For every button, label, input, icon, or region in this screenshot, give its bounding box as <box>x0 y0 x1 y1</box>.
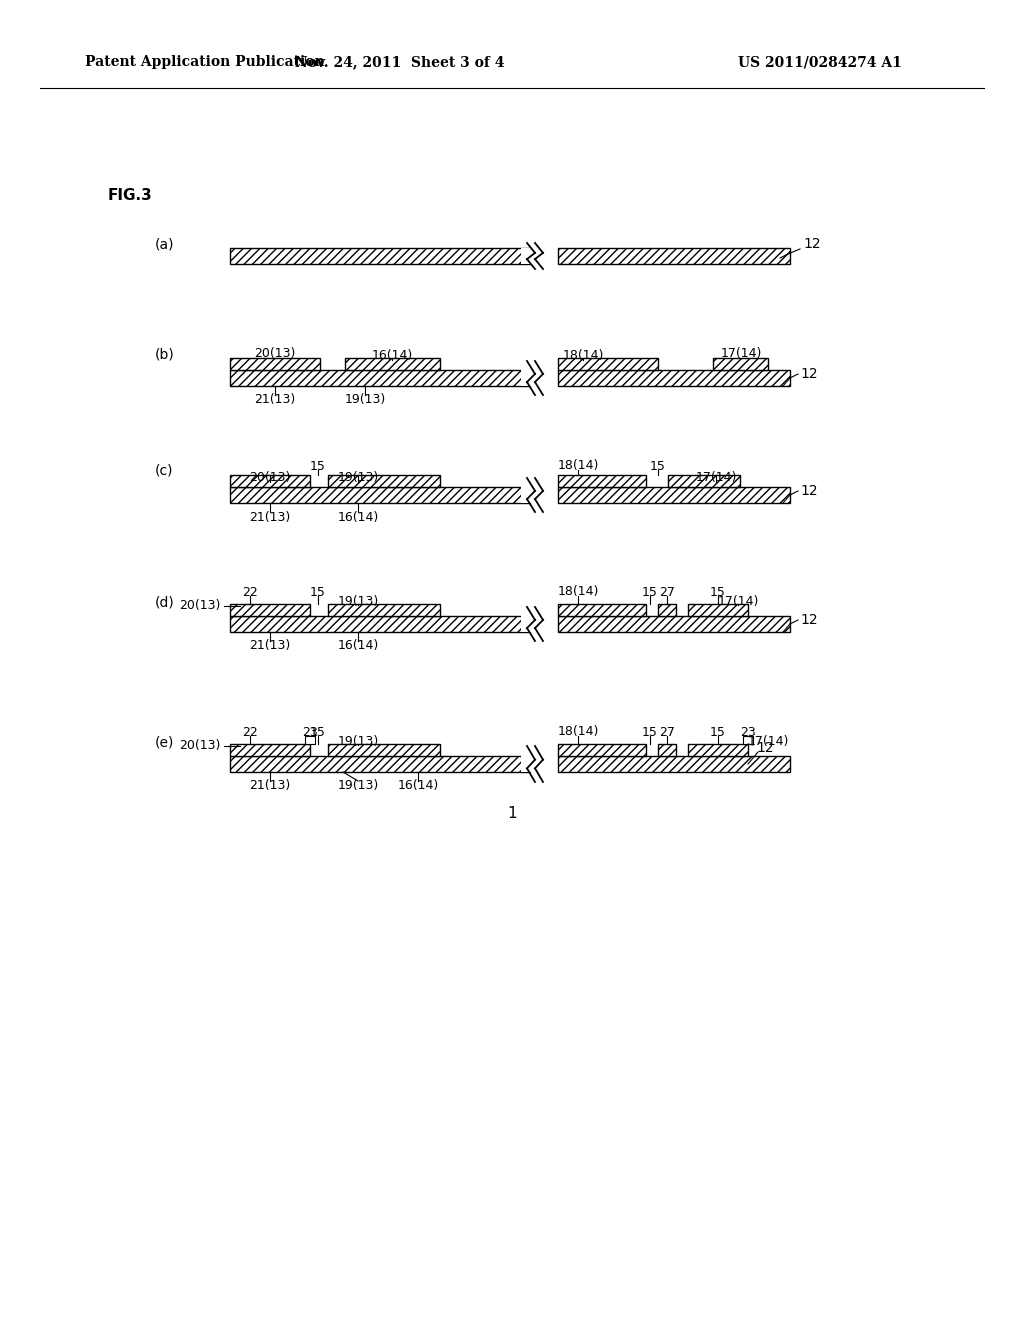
Text: 23: 23 <box>740 726 756 738</box>
Text: 15: 15 <box>310 726 326 738</box>
Text: 16(14): 16(14) <box>372 350 413 363</box>
Text: FIG.3: FIG.3 <box>108 187 153 202</box>
Text: 18(14): 18(14) <box>562 350 604 363</box>
Text: 1: 1 <box>507 807 517 821</box>
Bar <box>558 605 646 616</box>
Text: (e): (e) <box>155 735 174 748</box>
Text: 16(14): 16(14) <box>337 639 379 652</box>
Text: 12: 12 <box>756 741 773 755</box>
Text: 12: 12 <box>800 484 817 498</box>
Text: 18(14): 18(14) <box>557 726 599 738</box>
Text: 23: 23 <box>302 726 317 738</box>
Bar <box>558 487 790 503</box>
Text: Patent Application Publication: Patent Application Publication <box>85 55 325 69</box>
Bar <box>230 744 310 756</box>
Text: 19(13): 19(13) <box>337 734 379 747</box>
Text: 22: 22 <box>242 586 258 598</box>
Text: 20(13): 20(13) <box>249 471 291 484</box>
Text: (c): (c) <box>155 465 173 478</box>
Bar <box>688 605 748 616</box>
Bar <box>345 358 440 370</box>
Bar <box>558 370 790 385</box>
Text: 22: 22 <box>242 726 258 738</box>
Bar <box>521 248 549 264</box>
Bar <box>328 605 440 616</box>
Text: Nov. 24, 2011  Sheet 3 of 4: Nov. 24, 2011 Sheet 3 of 4 <box>295 55 505 69</box>
Text: 17(14): 17(14) <box>695 471 736 484</box>
Bar <box>230 370 530 385</box>
Bar <box>521 475 549 503</box>
Text: 21(13): 21(13) <box>250 511 291 524</box>
Text: 15: 15 <box>650 459 666 473</box>
Text: 15: 15 <box>642 726 658 738</box>
Bar <box>305 737 315 744</box>
Text: (b): (b) <box>155 347 175 360</box>
Text: 20(13): 20(13) <box>178 739 220 752</box>
Bar <box>658 744 676 756</box>
Text: 15: 15 <box>310 586 326 598</box>
Bar <box>328 744 440 756</box>
Text: 17(14): 17(14) <box>748 734 790 747</box>
Text: 15: 15 <box>710 586 726 598</box>
Text: 12: 12 <box>803 238 821 251</box>
Text: 15: 15 <box>710 726 726 738</box>
Text: 12: 12 <box>800 612 817 627</box>
Text: 12: 12 <box>800 367 817 381</box>
Text: US 2011/0284274 A1: US 2011/0284274 A1 <box>738 55 902 69</box>
Text: 20(13): 20(13) <box>178 599 220 612</box>
Text: 20(13): 20(13) <box>254 347 296 360</box>
Bar <box>230 756 530 772</box>
Text: 19(13): 19(13) <box>344 393 386 407</box>
Text: (d): (d) <box>155 595 175 609</box>
Bar <box>688 744 748 756</box>
Text: 18(14): 18(14) <box>557 459 599 473</box>
Bar <box>658 605 676 616</box>
Bar <box>558 248 790 264</box>
Bar <box>558 358 658 370</box>
Bar <box>230 248 530 264</box>
Text: 27: 27 <box>659 726 675 738</box>
Text: 19(13): 19(13) <box>337 780 379 792</box>
Bar <box>521 605 549 632</box>
Bar <box>713 358 768 370</box>
Bar <box>230 487 530 503</box>
Bar <box>328 475 440 487</box>
Bar <box>521 737 549 772</box>
Text: 17(14): 17(14) <box>718 594 759 607</box>
Text: 17(14): 17(14) <box>720 347 762 360</box>
Text: 16(14): 16(14) <box>337 511 379 524</box>
Text: 19(13): 19(13) <box>337 594 379 607</box>
Bar <box>668 475 740 487</box>
Text: 21(13): 21(13) <box>250 639 291 652</box>
Bar <box>230 605 310 616</box>
Bar <box>743 737 753 744</box>
Text: 16(14): 16(14) <box>397 780 438 792</box>
Bar <box>521 358 549 385</box>
Text: 19(13): 19(13) <box>337 471 379 484</box>
Text: 21(13): 21(13) <box>250 780 291 792</box>
Text: (a): (a) <box>155 238 174 251</box>
Text: 21(13): 21(13) <box>254 393 296 407</box>
Text: 15: 15 <box>642 586 658 598</box>
Bar <box>230 475 310 487</box>
Text: 27: 27 <box>659 586 675 598</box>
Bar <box>230 358 319 370</box>
Bar <box>558 756 790 772</box>
Text: 18(14): 18(14) <box>557 586 599 598</box>
Bar <box>558 744 646 756</box>
Bar <box>558 616 790 632</box>
Bar <box>230 616 530 632</box>
Text: 15: 15 <box>310 459 326 473</box>
Bar <box>558 475 646 487</box>
